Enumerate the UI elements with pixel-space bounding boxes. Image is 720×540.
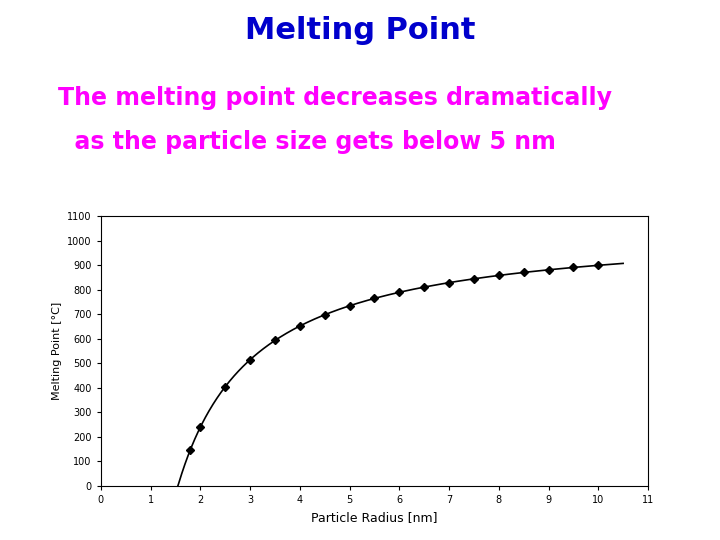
Text: Melting Point: Melting Point [245, 16, 475, 45]
Y-axis label: Melting Point [°C]: Melting Point [°C] [52, 302, 62, 400]
X-axis label: Particle Radius [nm]: Particle Radius [nm] [311, 511, 438, 524]
Text: as the particle size gets below 5 nm: as the particle size gets below 5 nm [58, 130, 555, 153]
Text: The melting point decreases dramatically: The melting point decreases dramatically [58, 86, 611, 110]
